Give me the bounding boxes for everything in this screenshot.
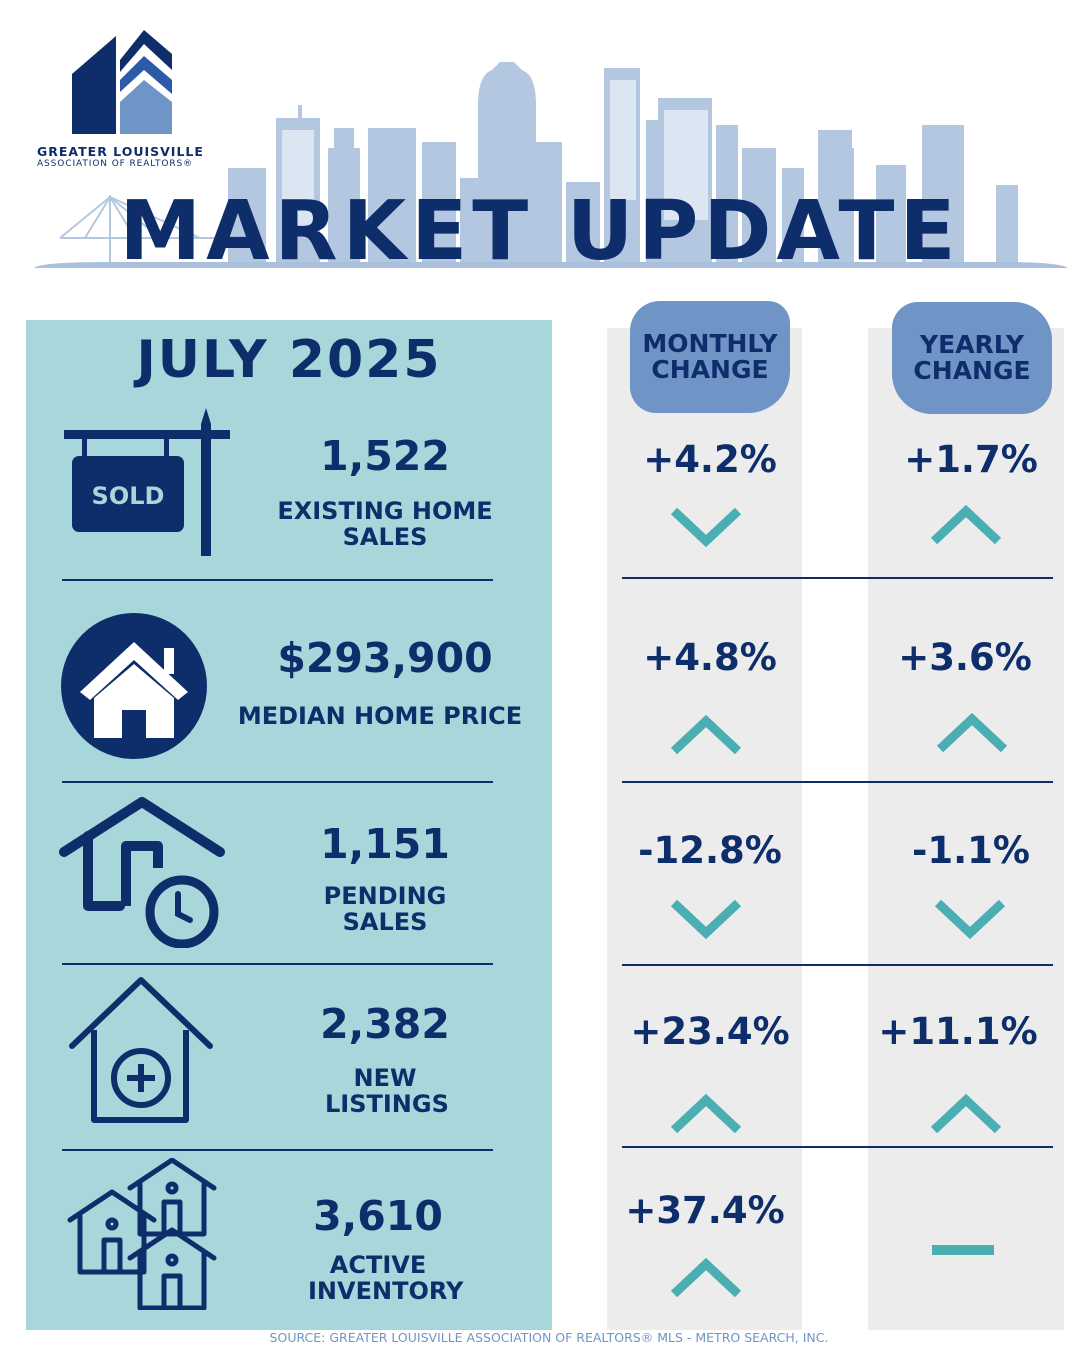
new-listings-label: NEW LISTINGS <box>325 1064 449 1118</box>
row-divider <box>62 1149 493 1151</box>
row-divider <box>62 579 493 581</box>
existing-home-sales-value: 1,522 <box>320 432 450 480</box>
logo-name-line1: GREATER LOUISVILLE <box>37 144 204 159</box>
no-change-dash-icon <box>932 1245 994 1255</box>
trend-up-arrow-icon <box>930 1094 1002 1134</box>
sold-sign-icon: SOLD <box>64 408 230 556</box>
new-listings-monthly-change: +23.4% <box>630 1010 790 1053</box>
pending-sales-monthly-change: -12.8% <box>638 829 782 872</box>
house-plus-icon <box>69 977 213 1123</box>
houses-group-icon <box>67 1158 217 1310</box>
trend-down-arrow-icon <box>670 899 742 939</box>
row-divider <box>622 964 1053 966</box>
report-period: JULY 2025 <box>136 330 442 390</box>
trend-down-arrow-icon <box>934 899 1006 939</box>
new-listings-yearly-change: +11.1% <box>878 1010 1038 1053</box>
pending-sales-value: 1,151 <box>320 820 450 868</box>
logo-name-line2: ASSOCIATION OF REALTORS® <box>37 159 194 169</box>
median-home-price-yearly-change: +3.6% <box>898 636 1032 679</box>
median-home-price-value: $293,900 <box>277 634 493 682</box>
existing-home-sales-yearly-change: +1.7% <box>904 438 1038 481</box>
house-circle-icon <box>61 613 207 759</box>
pending-sales-yearly-change: -1.1% <box>912 829 1030 872</box>
median-home-price-label: MEDIAN HOME PRICE <box>237 702 523 730</box>
active-inventory-monthly-change: +37.4% <box>625 1189 785 1232</box>
association-logo-icon <box>72 30 172 134</box>
trend-up-arrow-icon <box>930 505 1002 545</box>
source-note: SOURCE: GREATER LOUISVILLE ASSOCIATION O… <box>269 1330 829 1345</box>
active-inventory-value: 3,610 <box>313 1192 443 1240</box>
existing-home-sales-monthly-change: +4.2% <box>643 438 777 481</box>
house-clock-icon <box>59 797 225 948</box>
row-divider <box>622 577 1053 579</box>
existing-home-sales-label: EXISTING HOME SALES <box>277 497 493 551</box>
pending-sales-label: PENDING SALES <box>323 882 447 936</box>
new-listings-value: 2,382 <box>320 1000 450 1048</box>
monthly-change-header: MONTHLY CHANGE <box>630 301 790 413</box>
trend-up-arrow-icon <box>670 1258 742 1298</box>
monthly-change-column <box>607 328 802 1330</box>
svg-text:SOLD: SOLD <box>92 482 165 510</box>
city-skyline-illustration <box>34 62 1068 268</box>
median-home-price-monthly-change: +4.8% <box>643 636 777 679</box>
trend-up-arrow-icon <box>670 1094 742 1134</box>
page-title: MARKET UPDATE <box>119 184 961 279</box>
trend-down-arrow-icon <box>670 507 742 547</box>
yearly-change-header: YEARLY CHANGE <box>892 302 1052 414</box>
trend-up-arrow-icon <box>936 713 1008 753</box>
trend-up-arrow-icon <box>670 715 742 755</box>
row-divider <box>622 1146 1053 1148</box>
row-divider <box>62 963 493 965</box>
row-divider <box>62 781 493 783</box>
active-inventory-label: ACTIVE INVENTORY <box>308 1251 464 1305</box>
yearly-change-column <box>868 328 1064 1330</box>
row-divider <box>622 781 1053 783</box>
